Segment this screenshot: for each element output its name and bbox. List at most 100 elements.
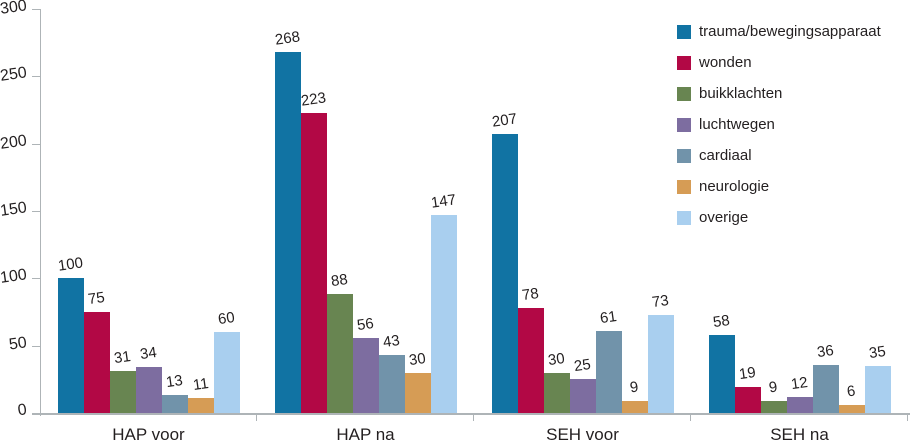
x-tick-mark bbox=[256, 414, 257, 421]
bar-value-label: 207 bbox=[490, 110, 519, 131]
x-tick-mark bbox=[907, 414, 908, 421]
bar-value-label: 35 bbox=[868, 342, 887, 363]
bar bbox=[83, 312, 110, 413]
bar bbox=[326, 294, 353, 413]
bar bbox=[430, 215, 457, 413]
bar-unit: 88 bbox=[326, 270, 353, 413]
legend-swatch-icon bbox=[677, 179, 691, 194]
y-tick-mark bbox=[32, 278, 40, 280]
bar bbox=[708, 335, 735, 413]
bar-unit: 75 bbox=[83, 288, 110, 413]
bar bbox=[274, 52, 301, 413]
bar-value-label: 25 bbox=[573, 355, 592, 376]
plot-area: 100 75 31 34 13 11 60 268 223 88 56 43 30 147 207 78 30 2… bbox=[32, 9, 910, 421]
bar bbox=[838, 405, 865, 413]
legend-label: buikklachten bbox=[699, 85, 783, 102]
bar-value-label: 43 bbox=[382, 331, 401, 352]
bar bbox=[352, 338, 379, 413]
bar-value-label: 11 bbox=[191, 374, 210, 395]
bar-unit: 56 bbox=[352, 315, 379, 413]
bar bbox=[621, 401, 648, 413]
bar-unit: 30 bbox=[404, 349, 431, 413]
bar-value-label: 58 bbox=[712, 311, 731, 332]
y-tick-mark bbox=[32, 9, 40, 10]
bar-unit: 60 bbox=[213, 308, 240, 413]
x-category-label: HAP voor bbox=[112, 425, 185, 444]
bar bbox=[378, 355, 405, 413]
bar-group: 207 78 30 25 61 9 73 bbox=[474, 9, 691, 421]
y-tick-label: 250 bbox=[0, 64, 28, 86]
bar-value-label: 12 bbox=[790, 373, 809, 394]
y-tick-label: 0 bbox=[16, 401, 28, 420]
bar-unit: 223 bbox=[299, 89, 328, 413]
bar bbox=[569, 379, 596, 413]
bar-value-label: 9 bbox=[768, 378, 779, 397]
bar-unit: 78 bbox=[517, 284, 544, 413]
bar-unit: 61 bbox=[595, 307, 622, 413]
legend-swatch-icon bbox=[677, 148, 691, 163]
y-tick-label: 100 bbox=[0, 266, 28, 288]
bar bbox=[864, 366, 891, 413]
bar-group: 268 223 88 56 43 30 147 bbox=[257, 9, 474, 421]
x-category-label: SEH na bbox=[770, 425, 829, 444]
bar-unit: 6 bbox=[838, 382, 865, 413]
bar bbox=[734, 387, 761, 413]
bar bbox=[491, 134, 518, 413]
bar-value-label: 9 bbox=[629, 378, 640, 397]
bar-value-label: 223 bbox=[299, 89, 328, 110]
legend-swatch-icon bbox=[677, 210, 691, 225]
bar-value-label: 88 bbox=[330, 270, 349, 291]
bar-value-label: 61 bbox=[599, 307, 618, 328]
bar-unit: 207 bbox=[490, 110, 519, 413]
bar-unit: 147 bbox=[429, 191, 458, 413]
x-tick-mark bbox=[473, 414, 474, 421]
bar bbox=[517, 308, 544, 413]
legend-label: neurologie bbox=[699, 178, 770, 195]
bar-unit: 268 bbox=[273, 28, 302, 413]
bar bbox=[812, 365, 839, 413]
bar-unit: 9 bbox=[760, 378, 787, 413]
y-tick-label: 150 bbox=[0, 199, 28, 220]
legend-item: neurologie bbox=[677, 177, 881, 196]
bar-value-label: 6 bbox=[846, 382, 857, 401]
bar-unit: 100 bbox=[56, 254, 85, 413]
legend-item: luchtwegen bbox=[677, 115, 881, 134]
legend-item: overige bbox=[677, 208, 881, 227]
bar-value-label: 30 bbox=[408, 349, 427, 370]
bar-unit: 11 bbox=[187, 374, 214, 413]
bar-unit: 19 bbox=[734, 363, 761, 413]
bar bbox=[543, 373, 570, 413]
bar-value-label: 147 bbox=[429, 191, 458, 212]
legend-label: overige bbox=[699, 209, 749, 226]
bar bbox=[404, 373, 431, 413]
bar-value-label: 78 bbox=[521, 284, 540, 305]
bar-value-label: 19 bbox=[738, 363, 757, 384]
y-tick-label: 200 bbox=[0, 131, 28, 153]
bar-value-label: 100 bbox=[56, 254, 85, 275]
bar-unit: 25 bbox=[569, 355, 596, 413]
y-axis-line bbox=[40, 9, 41, 416]
legend-swatch-icon bbox=[677, 24, 691, 39]
bar bbox=[57, 278, 84, 413]
bar-value-label: 60 bbox=[217, 308, 236, 329]
bar-value-label: 13 bbox=[165, 371, 184, 392]
bar-value-label: 73 bbox=[651, 291, 670, 312]
bar-value-label: 75 bbox=[87, 288, 106, 309]
legend-label: wonden bbox=[699, 54, 752, 71]
y-axis: 0 50 100 150 200 250 300 bbox=[0, 0, 40, 419]
y-tick-label: 50 bbox=[7, 333, 28, 354]
bar bbox=[300, 113, 327, 413]
x-category-label: HAP na bbox=[336, 425, 395, 444]
bar-unit: 13 bbox=[161, 371, 188, 413]
bar-value-label: 268 bbox=[273, 28, 302, 49]
legend-label: cardiaal bbox=[699, 147, 752, 164]
bar-unit: 12 bbox=[786, 373, 813, 413]
bar-value-label: 34 bbox=[139, 343, 158, 364]
bar-unit: 36 bbox=[812, 342, 839, 413]
bar-group: 58 19 9 12 36 6 35 bbox=[691, 9, 908, 421]
legend-item: wonden bbox=[677, 53, 881, 72]
bar-value-label: 31 bbox=[113, 347, 132, 368]
bar bbox=[647, 315, 674, 413]
x-axis-line bbox=[32, 413, 910, 415]
